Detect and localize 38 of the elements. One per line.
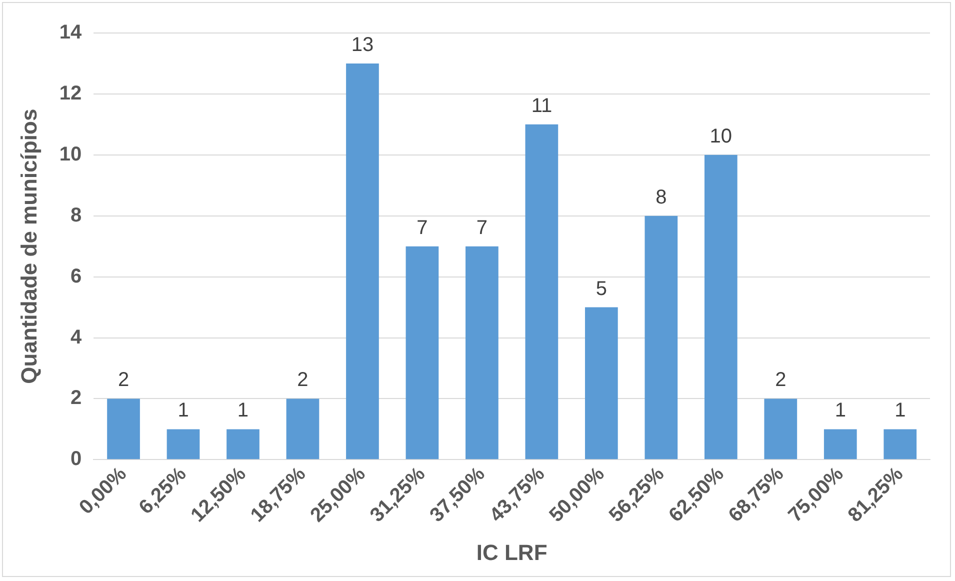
data-label: 1 [178,400,189,422]
bar [346,63,379,460]
data-label: 10 [710,125,732,148]
x-axis-title: IC LRF [476,540,548,565]
data-label: 2 [775,369,786,392]
y-tick-label: 14 [59,22,83,44]
y-tick-label: 0 [70,448,82,470]
y-tick-label: 4 [70,326,83,348]
data-label: 8 [656,186,667,208]
bar [286,398,320,460]
bar [824,429,857,460]
data-label: 1 [237,400,249,422]
y-tick-label: 6 [70,265,82,288]
bar [764,398,798,460]
y-tick-label: 10 [59,143,82,166]
data-label: 13 [351,34,374,56]
bar [884,429,917,460]
bar [644,216,678,460]
data-label: 5 [596,278,607,300]
bar [466,246,498,460]
bar [406,246,439,460]
data-label: 7 [476,216,488,239]
bar [166,429,200,460]
data-label: 11 [531,94,552,117]
data-label: 2 [118,369,130,392]
data-label: 7 [416,216,428,239]
bar [585,307,618,460]
data-label: 1 [894,400,906,422]
bar [525,124,558,460]
y-tick-label: 12 [59,82,82,104]
y-tick-label: 8 [70,204,82,226]
data-label: 1 [834,400,846,422]
y-tick-label: 2 [70,387,82,410]
bar [107,398,140,460]
bar [704,154,738,460]
data-label: 2 [297,369,308,392]
y-axis-title: Quantidade de municípios [16,108,42,384]
bar [226,429,260,460]
